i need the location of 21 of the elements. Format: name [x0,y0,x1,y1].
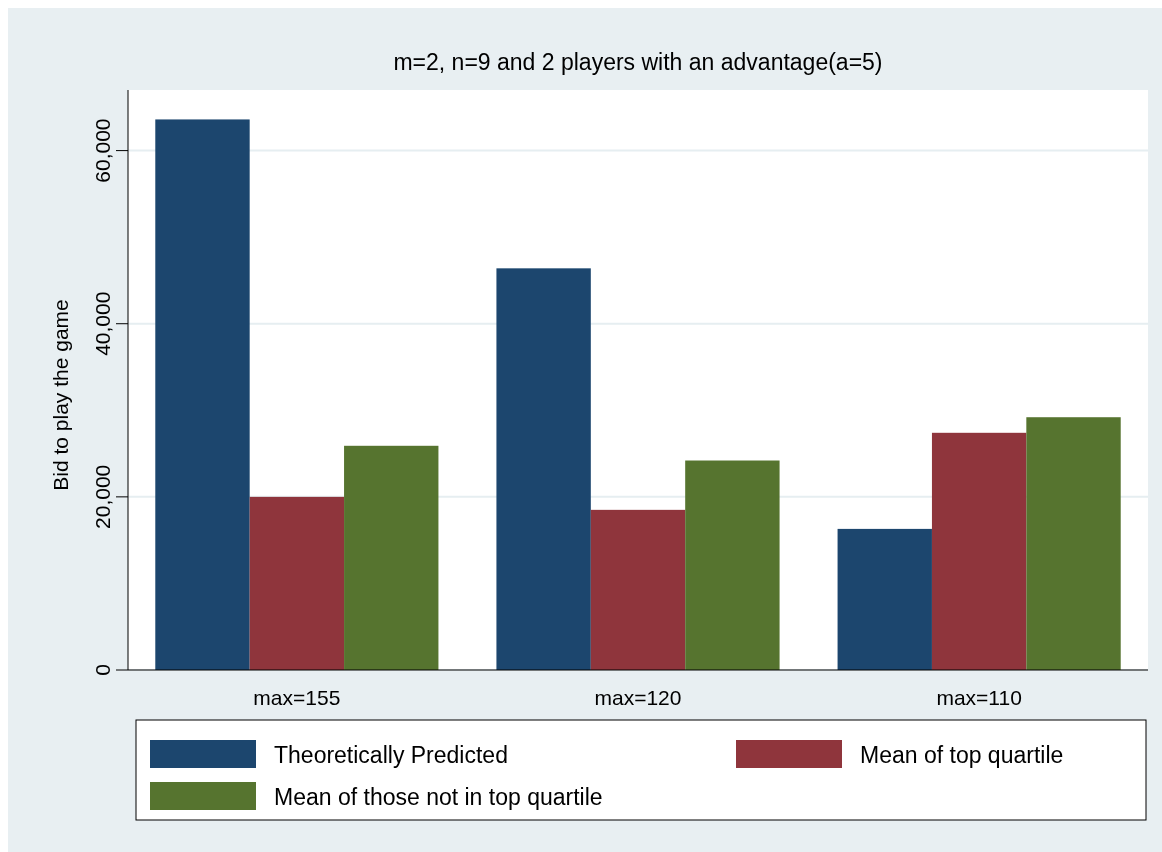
y-axis-title: Bid to play the game [49,299,72,491]
bar [931,432,1027,670]
chart-title: m=2, n=9 and 2 players with an advantage(a=5) [393,49,883,75]
x-tick-label: max=110 [936,686,1022,709]
y-tick-label: 20,000 [91,464,114,529]
y-tick-label: 60,000 [91,118,114,183]
y-tick-label: 40,000 [91,291,114,356]
x-tick-label: max=120 [594,686,682,709]
y-tick-label: 0 [91,664,114,676]
legend-label: Mean of top quartile [860,742,1064,768]
bar [685,460,780,670]
x-tick-label: max=155 [253,686,341,709]
bar [155,119,250,670]
legend-label: Theoretically Predicted [274,742,508,768]
legend-label: Mean of those not in top quartile [274,784,603,810]
bar [590,509,686,670]
bar [1026,417,1121,670]
bar [496,268,591,670]
bar [344,445,439,670]
bar [249,496,345,670]
bar [837,528,932,670]
